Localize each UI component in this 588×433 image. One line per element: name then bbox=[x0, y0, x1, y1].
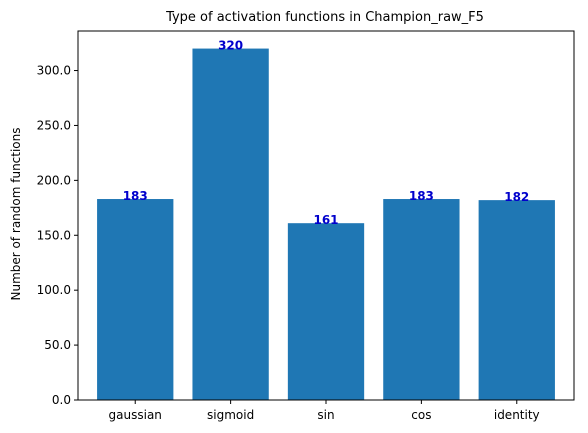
y-axis-ticks: 0.0 50.0 100.0 150.0 200.0 250.0 300.0 bbox=[37, 64, 78, 407]
chart-title: Type of activation functions in Champion… bbox=[165, 10, 484, 25]
bar-cos bbox=[383, 199, 460, 400]
x-tick-label-cos: cos bbox=[411, 408, 431, 422]
plot-frame bbox=[77, 30, 575, 401]
data-labels-group: 183 320 161 183 182 bbox=[123, 39, 530, 228]
x-tick-label-sin: sin bbox=[317, 408, 334, 422]
bar-gaussian bbox=[97, 199, 174, 400]
y-tick-label-0: 0.0 bbox=[52, 393, 71, 407]
y-tick-label-300: 300.0 bbox=[37, 64, 71, 78]
y-tick-label-200: 200.0 bbox=[37, 173, 71, 187]
x-axis-ticks: gaussian sigmoid sin cos identity bbox=[109, 400, 540, 422]
bars-group bbox=[97, 48, 555, 401]
y-tick-label-100: 100.0 bbox=[37, 283, 71, 297]
bar-identity bbox=[478, 200, 555, 401]
y-axis-label: Number of random functions bbox=[9, 127, 23, 300]
data-label-identity: 182 bbox=[504, 190, 529, 204]
y-tick-label-50: 50.0 bbox=[44, 338, 71, 352]
x-tick-label-identity: identity bbox=[494, 408, 540, 422]
data-label-cos: 183 bbox=[409, 189, 434, 203]
data-label-gaussian: 183 bbox=[123, 189, 148, 203]
x-tick-label-gaussian: gaussian bbox=[109, 408, 162, 422]
x-tick-label-sigmoid: sigmoid bbox=[207, 408, 254, 422]
data-label-sigmoid: 320 bbox=[218, 39, 243, 53]
y-tick-label-250: 250.0 bbox=[37, 118, 71, 132]
y-tick-label-150: 150.0 bbox=[37, 228, 71, 242]
bar-sigmoid bbox=[192, 48, 269, 400]
data-label-sin: 161 bbox=[313, 213, 338, 227]
bar-sin bbox=[287, 223, 365, 400]
